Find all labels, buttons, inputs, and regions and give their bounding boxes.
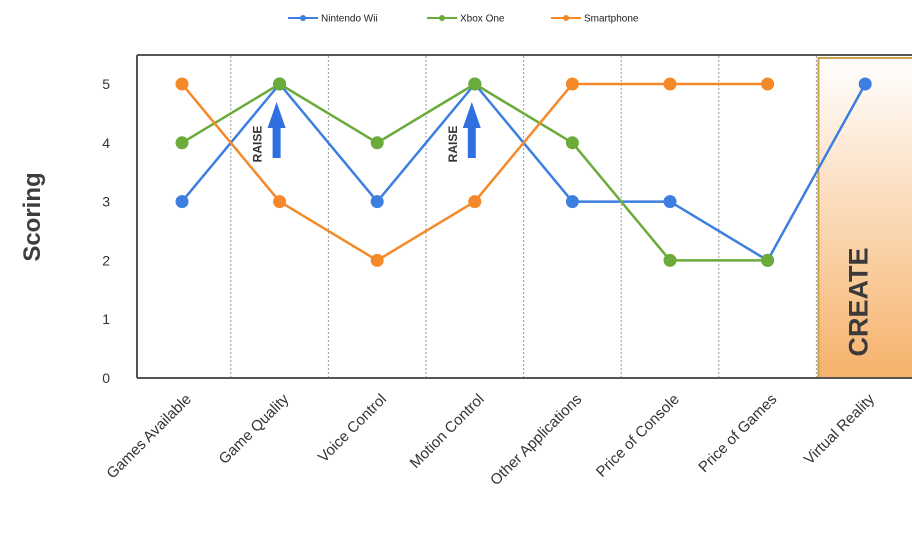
series-line: [181, 82, 768, 262]
x-tick-label: Virtual Reality: [801, 390, 879, 468]
data-point: [175, 195, 189, 209]
grid: [230, 56, 817, 378]
legend-marker: [300, 15, 306, 21]
y-tick-label: 4: [102, 135, 110, 151]
data-point: [370, 136, 384, 150]
data-point: [370, 195, 384, 209]
x-tick-label: Motion Control: [407, 391, 488, 472]
create-annotation: CREATE: [817, 57, 912, 379]
data-point: [370, 253, 384, 267]
y-tick-label: 2: [102, 252, 110, 268]
raise-arrow: [267, 102, 286, 158]
legend-marker: [439, 15, 445, 21]
x-tick-label: Game Quality: [216, 390, 293, 467]
legend: Nintendo Wii Xbox One Smartphone: [288, 14, 639, 25]
data-point: [663, 77, 677, 91]
data-point: [663, 253, 677, 267]
series: [175, 77, 872, 267]
labels: Scoring: [19, 172, 46, 261]
create-label: CREATE: [843, 247, 873, 356]
raise-annotations: RAISE RAISE: [251, 102, 481, 162]
x-tick-label: Price of Console: [593, 391, 683, 481]
data-point: [761, 253, 775, 267]
y-axis-label: Scoring: [19, 172, 46, 261]
data-point: [468, 195, 482, 209]
data-point: [565, 136, 579, 150]
x-tick-label: Voice Control: [315, 391, 390, 466]
raise-label: RAISE: [251, 126, 265, 163]
data-point: [663, 195, 677, 209]
data-point: [761, 77, 775, 91]
x-tick-label: Other Applications: [487, 391, 585, 489]
data-point: [273, 195, 287, 209]
data-point: [175, 77, 189, 91]
legend-marker: [563, 15, 569, 21]
x-tick-label: Price of Games: [695, 391, 780, 476]
create-box: [817, 57, 912, 379]
data-point: [565, 77, 579, 91]
data-point: [858, 77, 872, 91]
legend-label: Nintendo Wii: [321, 14, 378, 25]
data-point: [468, 77, 482, 91]
data-point: [175, 136, 189, 150]
legend-label: Smartphone: [584, 14, 639, 25]
y-tick-label: 3: [102, 194, 110, 210]
series-line: [181, 82, 768, 262]
axes: 0 1 2 3 4 5 Games Available Game Quality Voice C…: [102, 54, 912, 489]
y-tick-label: 0: [102, 370, 110, 386]
y-tick-label: 1: [102, 311, 110, 327]
legend-label: Xbox One: [460, 14, 505, 25]
raise-label: RAISE: [446, 126, 460, 163]
y-tick-label: 5: [102, 76, 110, 92]
raise-arrow: [462, 102, 481, 158]
x-tick-label: Games Available: [103, 391, 194, 482]
data-point: [273, 77, 287, 91]
data-point: [565, 195, 579, 209]
